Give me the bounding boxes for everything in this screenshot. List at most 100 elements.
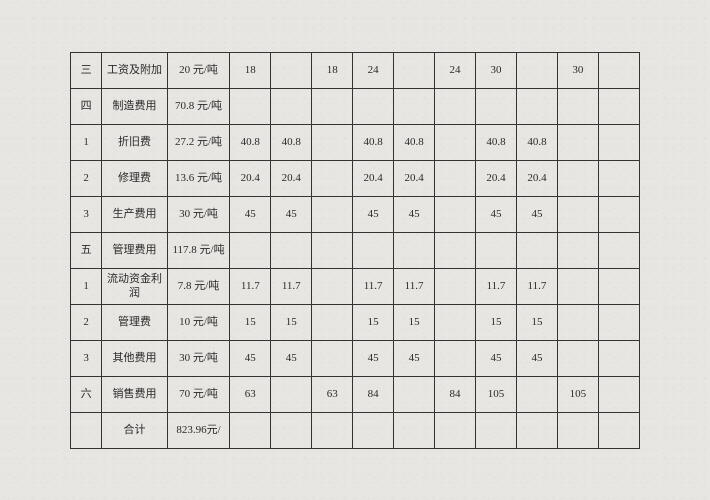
value-cell bbox=[394, 412, 435, 448]
value-cell bbox=[557, 412, 598, 448]
value-cell: 20.4 bbox=[230, 160, 271, 196]
row-name: 管理费用 bbox=[102, 232, 167, 268]
value-cell: 18 bbox=[230, 52, 271, 88]
row-name: 修理费 bbox=[102, 160, 167, 196]
value-cell bbox=[312, 88, 353, 124]
value-cell: 20.4 bbox=[271, 160, 312, 196]
value-cell bbox=[230, 412, 271, 448]
value-cell: 45 bbox=[394, 340, 435, 376]
value-cell: 11.7 bbox=[476, 268, 517, 304]
value-cell: 40.8 bbox=[230, 124, 271, 160]
table-row: 2修理费13.6 元/吨20.420.420.420.420.420.4 bbox=[71, 160, 640, 196]
table-row: 1折旧费27.2 元/吨40.840.840.840.840.840.8 bbox=[71, 124, 640, 160]
row-unit: 30 元/吨 bbox=[167, 340, 230, 376]
value-cell: 15 bbox=[230, 304, 271, 340]
value-cell: 45 bbox=[516, 196, 557, 232]
row-unit: 13.6 元/吨 bbox=[167, 160, 230, 196]
row-index: 3 bbox=[71, 196, 102, 232]
value-cell bbox=[394, 52, 435, 88]
value-cell: 45 bbox=[271, 340, 312, 376]
value-cell bbox=[598, 52, 639, 88]
value-cell bbox=[557, 268, 598, 304]
value-cell bbox=[598, 196, 639, 232]
table-row: 四制造费用70.8 元/吨 bbox=[71, 88, 640, 124]
value-cell bbox=[435, 304, 476, 340]
value-cell bbox=[557, 160, 598, 196]
value-cell bbox=[312, 340, 353, 376]
value-cell bbox=[476, 232, 517, 268]
value-cell bbox=[598, 304, 639, 340]
row-name: 制造费用 bbox=[102, 88, 167, 124]
value-cell: 40.8 bbox=[476, 124, 517, 160]
value-cell: 15 bbox=[353, 304, 394, 340]
value-cell bbox=[598, 124, 639, 160]
value-cell bbox=[353, 232, 394, 268]
value-cell: 45 bbox=[353, 340, 394, 376]
value-cell: 20.4 bbox=[394, 160, 435, 196]
cost-table: 三工资及附加20 元/吨181824243030四制造费用70.8 元/吨1折旧… bbox=[70, 52, 640, 449]
table-row: 3生产费用30 元/吨454545454545 bbox=[71, 196, 640, 232]
value-cell bbox=[353, 412, 394, 448]
value-cell: 45 bbox=[271, 196, 312, 232]
value-cell: 40.8 bbox=[516, 124, 557, 160]
value-cell bbox=[312, 124, 353, 160]
value-cell bbox=[557, 88, 598, 124]
row-name: 生产费用 bbox=[102, 196, 167, 232]
row-index: 四 bbox=[71, 88, 102, 124]
row-index: 3 bbox=[71, 340, 102, 376]
value-cell bbox=[312, 268, 353, 304]
row-name: 合计 bbox=[102, 412, 167, 448]
value-cell bbox=[271, 412, 312, 448]
value-cell bbox=[557, 196, 598, 232]
value-cell: 11.7 bbox=[394, 268, 435, 304]
value-cell: 105 bbox=[476, 376, 517, 412]
value-cell bbox=[394, 88, 435, 124]
value-cell bbox=[230, 232, 271, 268]
row-name: 其他费用 bbox=[102, 340, 167, 376]
value-cell bbox=[271, 232, 312, 268]
value-cell: 20.4 bbox=[516, 160, 557, 196]
value-cell: 40.8 bbox=[271, 124, 312, 160]
value-cell bbox=[557, 232, 598, 268]
value-cell bbox=[598, 412, 639, 448]
row-unit: 70 元/吨 bbox=[167, 376, 230, 412]
value-cell: 18 bbox=[312, 52, 353, 88]
value-cell bbox=[516, 412, 557, 448]
value-cell: 45 bbox=[476, 340, 517, 376]
value-cell bbox=[557, 304, 598, 340]
value-cell bbox=[312, 196, 353, 232]
value-cell: 40.8 bbox=[353, 124, 394, 160]
row-name: 管理费 bbox=[102, 304, 167, 340]
value-cell: 11.7 bbox=[271, 268, 312, 304]
value-cell bbox=[230, 88, 271, 124]
value-cell: 63 bbox=[312, 376, 353, 412]
value-cell: 30 bbox=[557, 52, 598, 88]
value-cell bbox=[598, 340, 639, 376]
value-cell: 15 bbox=[516, 304, 557, 340]
value-cell: 20.4 bbox=[353, 160, 394, 196]
value-cell: 45 bbox=[353, 196, 394, 232]
value-cell bbox=[598, 268, 639, 304]
row-name: 流动资金利润 bbox=[102, 268, 167, 304]
row-name: 销售费用 bbox=[102, 376, 167, 412]
table-row: 六销售费用70 元/吨63638484105105 bbox=[71, 376, 640, 412]
table-row: 五管理费用117.8 元/吨 bbox=[71, 232, 640, 268]
row-index: 1 bbox=[71, 124, 102, 160]
value-cell bbox=[312, 412, 353, 448]
value-cell: 45 bbox=[476, 196, 517, 232]
value-cell bbox=[557, 340, 598, 376]
table-row: 合计823.96元/ bbox=[71, 412, 640, 448]
value-cell bbox=[516, 232, 557, 268]
value-cell bbox=[435, 232, 476, 268]
value-cell bbox=[476, 88, 517, 124]
value-cell bbox=[476, 412, 517, 448]
value-cell bbox=[271, 52, 312, 88]
row-index: 三 bbox=[71, 52, 102, 88]
value-cell bbox=[516, 52, 557, 88]
value-cell: 11.7 bbox=[230, 268, 271, 304]
value-cell: 24 bbox=[353, 52, 394, 88]
value-cell bbox=[598, 376, 639, 412]
value-cell bbox=[435, 268, 476, 304]
value-cell: 15 bbox=[271, 304, 312, 340]
table-row: 3其他费用30 元/吨454545454545 bbox=[71, 340, 640, 376]
